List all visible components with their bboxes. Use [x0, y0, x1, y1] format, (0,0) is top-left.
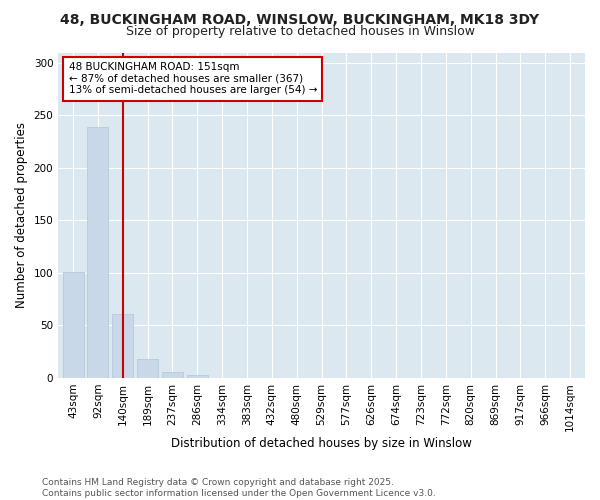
Bar	[88, 127, 109, 378]
Bar	[112, 314, 133, 378]
Bar	[137, 359, 158, 378]
Y-axis label: Number of detached properties: Number of detached properties	[15, 122, 28, 308]
Text: Contains HM Land Registry data © Crown copyright and database right 2025.
Contai: Contains HM Land Registry data © Crown c…	[42, 478, 436, 498]
Text: Size of property relative to detached houses in Winslow: Size of property relative to detached ho…	[125, 25, 475, 38]
Bar	[162, 372, 183, 378]
Bar	[62, 272, 83, 378]
Bar	[187, 375, 208, 378]
Text: 48, BUCKINGHAM ROAD, WINSLOW, BUCKINGHAM, MK18 3DY: 48, BUCKINGHAM ROAD, WINSLOW, BUCKINGHAM…	[61, 12, 539, 26]
X-axis label: Distribution of detached houses by size in Winslow: Distribution of detached houses by size …	[171, 437, 472, 450]
Text: 48 BUCKINGHAM ROAD: 151sqm
← 87% of detached houses are smaller (367)
13% of sem: 48 BUCKINGHAM ROAD: 151sqm ← 87% of deta…	[69, 62, 317, 96]
